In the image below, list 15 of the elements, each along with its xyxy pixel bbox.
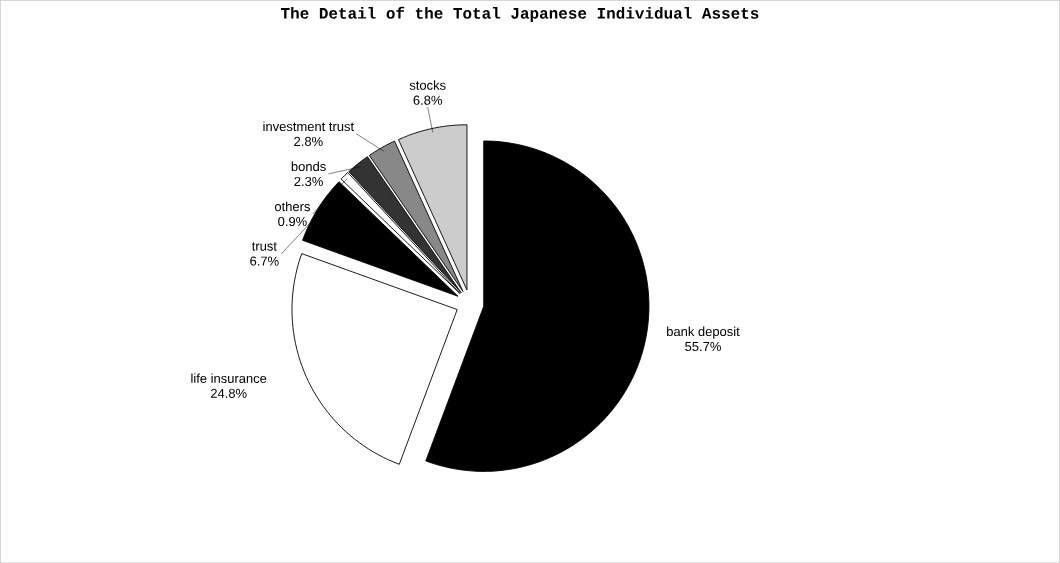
slice-label: stocks [409,80,446,90]
slice-label: bank deposit [667,326,740,339]
chart-title: The Detail of the Total Japanese Individual Assets [281,6,759,22]
slice-label: trust [251,242,277,251]
slice-label: life insurance [191,373,267,383]
data-label: 2.8% [294,136,323,146]
data-label: 6.7% [250,256,279,266]
data-label: 6.8% [413,95,442,105]
slice-label: others [274,201,310,211]
slice-label: investment trust [263,121,354,131]
data-label: 2.3% [294,176,323,186]
slice-label: bonds [291,161,326,171]
data-label: 0.9% [278,216,307,226]
data-label: 24.8% [210,388,247,398]
data-label: 55.7% [685,341,721,351]
